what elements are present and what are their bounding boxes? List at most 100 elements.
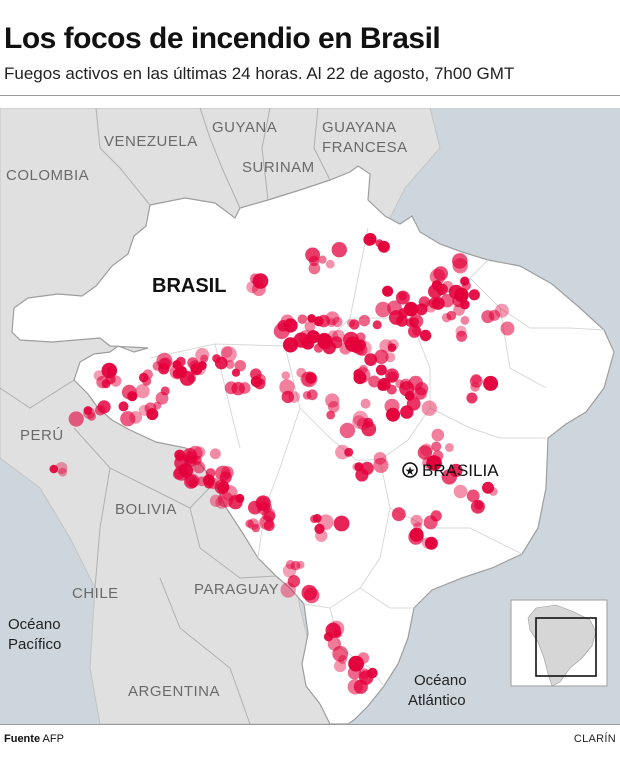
fire-dot	[245, 519, 254, 528]
fire-dot	[372, 320, 382, 330]
fire-dot	[238, 382, 251, 394]
fire-dot	[214, 356, 228, 370]
capital-circle-icon	[402, 462, 418, 478]
fire-dot	[328, 620, 345, 637]
fire-dot	[195, 347, 210, 362]
country-borders	[0, 108, 331, 724]
fire-dot	[404, 390, 415, 401]
label-pacific-1: Océano	[8, 616, 61, 633]
fire-dot	[325, 311, 340, 326]
fire-dot	[172, 368, 183, 379]
fire-dot	[174, 465, 190, 481]
fire-dot	[418, 296, 431, 308]
fire-dot	[373, 457, 389, 473]
fire-hotspots	[49, 233, 515, 695]
star-icon: ★	[405, 464, 416, 478]
fire-dot	[279, 379, 295, 395]
fire-dot	[95, 405, 106, 416]
fire-dot	[301, 584, 318, 601]
fire-dot	[405, 318, 414, 327]
fire-dot	[431, 441, 442, 452]
fire-dot	[426, 455, 442, 471]
fire-dot	[96, 375, 109, 389]
inset-continent	[527, 604, 597, 687]
fire-dot	[474, 500, 484, 510]
fire-dot	[360, 398, 371, 409]
fire-dot	[184, 474, 199, 489]
fire-dot	[453, 484, 468, 499]
fire-dot	[159, 362, 170, 373]
fire-dot	[449, 463, 463, 477]
fire-dot	[409, 527, 424, 542]
fire-dot	[485, 377, 494, 386]
fire-dot	[398, 291, 408, 301]
fire-dot	[327, 637, 342, 651]
label-french-guiana-1: GUAYANA	[322, 119, 397, 136]
inset-locator	[510, 599, 608, 687]
fire-dot	[469, 374, 483, 388]
fire-dot	[144, 402, 157, 415]
fire-dot	[431, 428, 445, 442]
fire-dot	[454, 287, 469, 303]
fire-dot	[339, 422, 356, 439]
fire-dot	[460, 316, 470, 325]
fire-dot	[325, 259, 335, 269]
fire-dot	[445, 443, 454, 452]
label-brazil: BRASIL	[152, 275, 226, 297]
fire-dot	[446, 310, 457, 321]
map-canvas: ★ BRASIL VENEZUELA COLOMBIA GUYANA SURIN…	[0, 108, 620, 724]
label-paraguay: PARAGUAY	[194, 581, 279, 598]
fire-dot	[287, 575, 301, 588]
fire-dot	[314, 523, 325, 534]
fire-dot	[318, 514, 334, 530]
label-guyana: GUYANA	[212, 119, 277, 136]
fire-dot	[318, 255, 327, 264]
fire-dot	[200, 354, 209, 363]
fire-dot	[429, 268, 446, 285]
fire-dot	[193, 362, 206, 376]
fire-dot	[281, 371, 291, 380]
inset-highlight	[535, 617, 597, 677]
source-label: Fuente	[4, 733, 41, 745]
fire-dot	[374, 349, 389, 364]
fire-dot	[210, 448, 221, 460]
label-atlantic-2: Atlántico	[408, 692, 466, 709]
fire-dot	[430, 510, 442, 522]
fire-dot	[375, 239, 384, 248]
fire-dot	[335, 444, 350, 460]
fire-dot	[262, 502, 273, 513]
fire-dot	[354, 367, 371, 383]
fire-dot	[364, 353, 378, 366]
fire-dot	[375, 364, 387, 376]
fire-dot	[419, 329, 432, 342]
fire-dot	[412, 326, 422, 336]
fire-dot	[325, 393, 340, 408]
fire-dot	[349, 319, 360, 330]
fire-dot	[426, 538, 435, 547]
fire-dot	[55, 462, 68, 474]
fire-dot	[466, 489, 480, 503]
fire-dot	[259, 515, 274, 530]
fire-dot	[352, 410, 368, 426]
fire-dot	[331, 242, 347, 258]
fire-dot	[250, 368, 262, 381]
fire-dot	[359, 670, 374, 685]
fire-dot	[327, 401, 340, 413]
fire-dot	[460, 276, 470, 286]
label-pacific-2: Pacífico	[8, 636, 61, 653]
fire-dot	[203, 478, 214, 489]
fire-dot	[317, 333, 333, 350]
fire-dot	[414, 387, 428, 400]
fire-dot	[355, 344, 368, 356]
fire-dot	[422, 456, 435, 469]
fire-dot	[385, 368, 400, 383]
fire-map: ★ BRASIL VENEZUELA COLOMBIA GUYANA SURIN…	[0, 108, 620, 724]
fire-dot	[285, 560, 295, 570]
fire-dot	[106, 366, 117, 376]
fire-dot	[441, 313, 452, 323]
fire-dot	[160, 386, 170, 396]
fire-dot	[118, 401, 129, 412]
fire-dot	[452, 258, 468, 274]
fire-dot	[175, 356, 186, 367]
fire-dot	[192, 455, 202, 466]
